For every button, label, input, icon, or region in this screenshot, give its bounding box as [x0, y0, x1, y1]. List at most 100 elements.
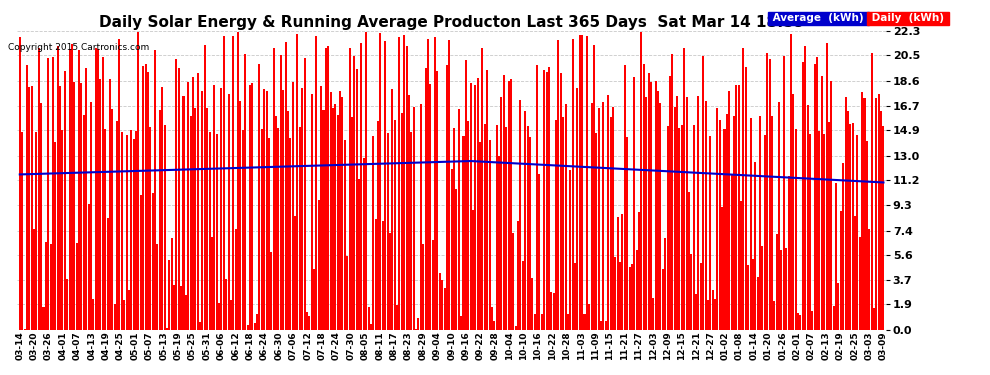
Bar — [301, 88, 303, 330]
Bar — [564, 104, 566, 330]
Bar — [457, 110, 459, 330]
Bar — [204, 45, 206, 330]
Bar — [552, 293, 554, 330]
Bar — [36, 132, 38, 330]
Text: Average  (kWh): Average (kWh) — [769, 13, 867, 23]
Bar — [182, 96, 184, 330]
Bar — [109, 80, 111, 330]
Bar — [161, 87, 163, 330]
Bar — [170, 238, 172, 330]
Bar — [223, 36, 225, 330]
Bar — [135, 131, 137, 330]
Bar — [819, 131, 821, 330]
Bar — [355, 69, 357, 330]
Bar — [45, 242, 47, 330]
Bar — [643, 64, 644, 330]
Bar — [83, 115, 85, 330]
Bar — [258, 64, 260, 330]
Bar — [33, 228, 35, 330]
Bar — [221, 88, 223, 330]
Bar — [206, 108, 208, 330]
Bar — [673, 107, 676, 330]
Bar — [721, 207, 723, 330]
Text: Copyright 2015 Cartronics.com: Copyright 2015 Cartronics.com — [8, 43, 149, 52]
Bar — [882, 126, 884, 330]
Bar — [121, 132, 123, 330]
Bar — [873, 308, 875, 330]
Bar — [870, 53, 872, 330]
Bar — [348, 48, 350, 330]
Bar — [251, 83, 253, 330]
Bar — [669, 76, 671, 330]
Bar — [477, 78, 479, 330]
Bar — [325, 48, 327, 330]
Bar — [256, 314, 258, 330]
Bar — [738, 84, 740, 330]
Bar — [747, 265, 749, 330]
Bar — [505, 127, 507, 330]
Bar — [54, 142, 56, 330]
Bar — [138, 32, 140, 330]
Bar — [833, 306, 835, 330]
Bar — [362, 159, 365, 330]
Bar — [607, 95, 609, 330]
Bar — [532, 278, 534, 330]
Bar — [66, 279, 68, 330]
Bar — [733, 116, 735, 330]
Bar — [600, 321, 602, 330]
Bar — [498, 156, 500, 330]
Bar — [695, 294, 697, 330]
Bar — [386, 133, 388, 330]
Bar — [555, 120, 557, 330]
Bar — [154, 50, 156, 330]
Bar — [783, 56, 785, 330]
Bar — [353, 57, 355, 330]
Bar — [344, 140, 346, 330]
Bar — [749, 118, 751, 330]
Bar — [178, 68, 180, 330]
Bar — [235, 229, 237, 330]
Bar — [185, 295, 187, 330]
Bar — [432, 240, 434, 330]
Bar — [636, 251, 638, 330]
Bar — [541, 314, 543, 330]
Bar — [245, 54, 247, 330]
Bar — [469, 83, 471, 330]
Bar — [771, 116, 773, 330]
Bar — [213, 85, 216, 330]
Bar — [515, 326, 517, 330]
Bar — [180, 286, 182, 330]
Bar — [842, 163, 844, 330]
Bar — [705, 101, 707, 330]
Bar — [788, 176, 790, 330]
Bar — [652, 298, 654, 330]
Bar — [85, 68, 87, 330]
Bar — [707, 300, 709, 330]
Bar — [460, 316, 462, 330]
Bar — [260, 129, 262, 330]
Bar — [308, 316, 310, 330]
Bar — [73, 81, 75, 330]
Bar — [868, 230, 870, 330]
Bar — [559, 74, 561, 330]
Bar — [330, 93, 332, 330]
Bar — [351, 117, 353, 330]
Bar — [289, 138, 291, 330]
Bar — [612, 107, 614, 330]
Bar — [474, 85, 476, 330]
Bar — [332, 108, 334, 330]
Bar — [603, 102, 605, 330]
Bar — [849, 124, 851, 330]
Bar — [666, 126, 668, 330]
Bar — [156, 244, 158, 330]
Bar — [811, 311, 814, 330]
Bar — [729, 91, 731, 330]
Bar — [854, 216, 856, 330]
Bar — [634, 76, 636, 330]
Bar — [479, 142, 481, 330]
Bar — [831, 81, 833, 330]
Bar — [795, 129, 797, 330]
Bar — [374, 219, 377, 330]
Bar — [766, 53, 768, 330]
Bar — [657, 91, 659, 330]
